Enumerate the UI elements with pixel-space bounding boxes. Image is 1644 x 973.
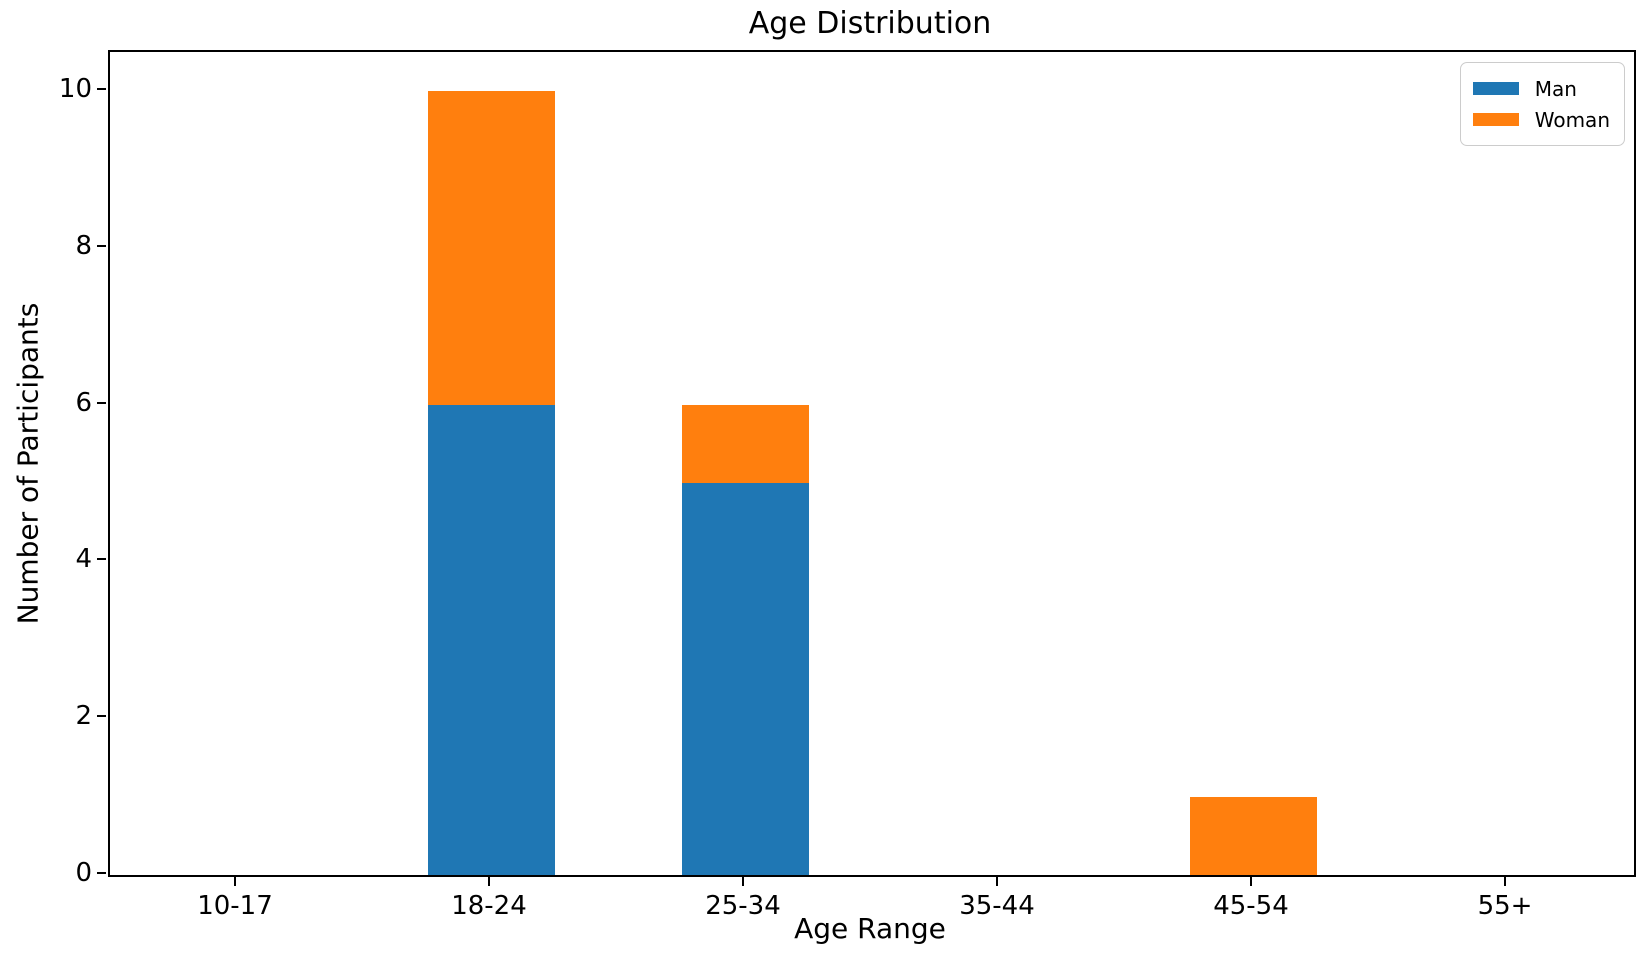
chart-title: Age Distribution [748, 6, 992, 41]
y-tick-label: 6 [75, 387, 92, 418]
legend: Man Woman [1459, 62, 1625, 146]
x-tick-label: 45-54 [1213, 891, 1289, 921]
x-axis-label: Age Range [794, 912, 946, 945]
bar-segment-45-54-woman [1190, 797, 1317, 875]
x-tick-mark [1250, 877, 1252, 886]
bar-segment-25-34-man [682, 483, 809, 875]
x-tick-mark [488, 877, 490, 886]
y-tick-mark [97, 401, 106, 404]
y-tick-mark [97, 244, 106, 247]
y-tick-label: 8 [75, 230, 92, 261]
legend-row-woman: Woman [1472, 104, 1610, 135]
x-tick-label: 10-17 [197, 891, 273, 921]
x-tick-mark [996, 877, 998, 886]
y-axis-label: Number of Participants [11, 302, 45, 625]
y-tick-label: 4 [75, 544, 92, 575]
legend-label: Woman [1534, 107, 1610, 132]
y-tick-label: 0 [75, 858, 92, 888]
bar-segment-18-24-woman [428, 91, 555, 405]
bar-segment-18-24-man [428, 405, 555, 875]
x-tick-mark [742, 877, 744, 886]
legend-swatch-man [1472, 82, 1519, 95]
x-tick-mark [1504, 877, 1506, 886]
y-tick-label: 2 [75, 701, 92, 732]
y-tick-mark [97, 88, 106, 91]
x-tick-label: 35-44 [959, 891, 1035, 921]
x-tick-label: 25-34 [705, 891, 781, 921]
y-tick-mark [97, 715, 106, 718]
y-tick-mark [97, 872, 106, 874]
y-tick-label: 10 [58, 74, 92, 105]
plot-area: Man Woman [108, 50, 1636, 877]
x-tick-mark [234, 877, 236, 886]
y-tick-mark [97, 558, 106, 561]
legend-label: Man [1534, 76, 1577, 101]
bar-segment-25-34-woman [682, 405, 809, 483]
x-tick-label: 55+ [1477, 891, 1533, 921]
legend-swatch-woman [1472, 113, 1519, 126]
x-tick-label: 18-24 [451, 891, 527, 921]
legend-row-man: Man [1472, 73, 1610, 104]
